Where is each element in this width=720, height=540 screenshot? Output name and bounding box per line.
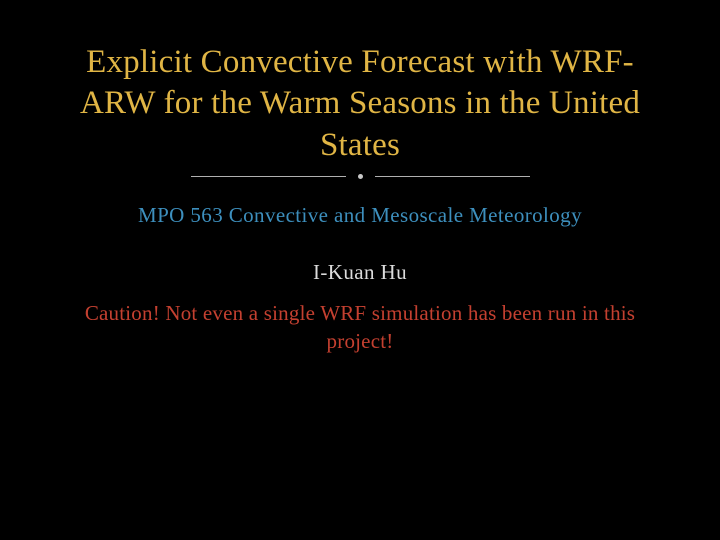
divider-dot	[358, 174, 363, 179]
slide-author: I-Kuan Hu	[313, 260, 407, 285]
slide-caution: Caution! Not even a single WRF simulatio…	[0, 299, 720, 356]
divider-line-right	[375, 176, 530, 177]
slide-subtitle: MPO 563 Convective and Mesoscale Meteoro…	[138, 203, 582, 228]
title-divider	[191, 174, 530, 179]
divider-line-left	[191, 176, 346, 177]
slide-title: Explicit Convective Forecast with WRF-AR…	[0, 42, 720, 166]
